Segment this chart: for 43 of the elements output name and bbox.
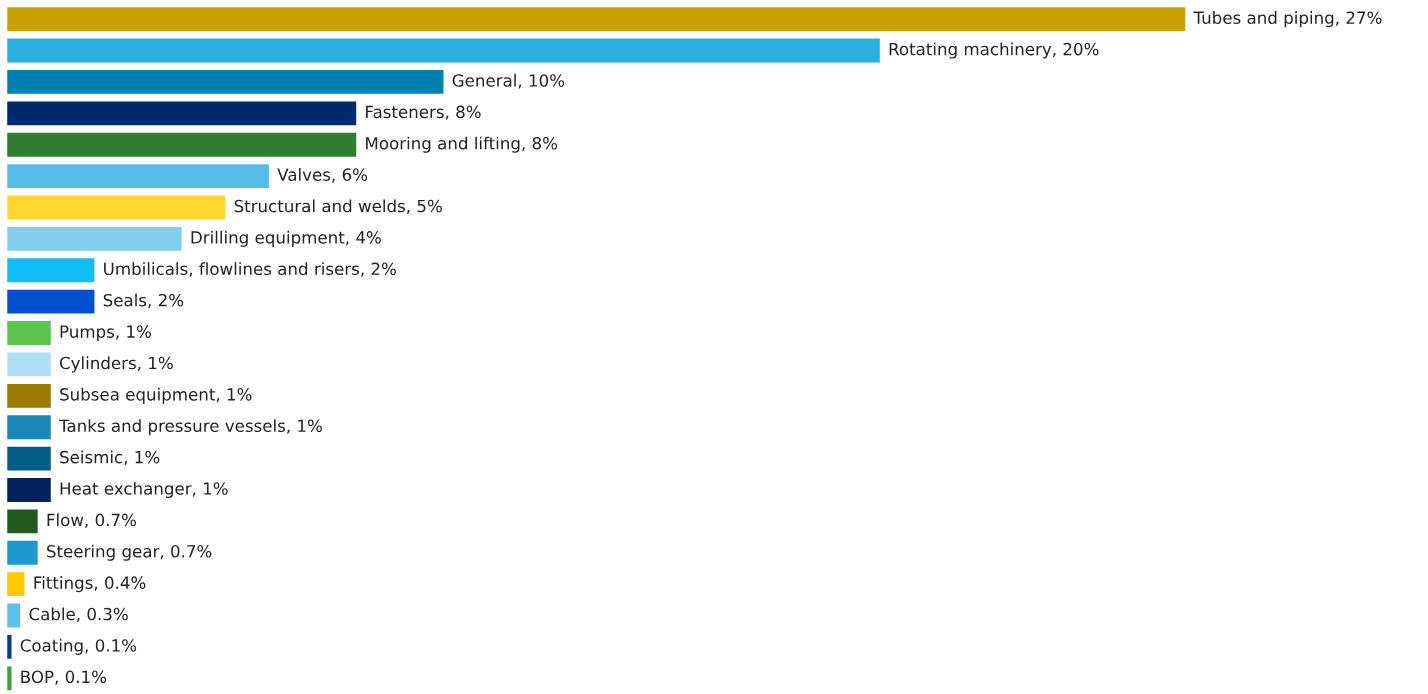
bar bbox=[7, 509, 38, 534]
data-label: Fittings, 0.4% bbox=[34, 576, 146, 593]
bar bbox=[7, 540, 38, 565]
bar bbox=[7, 446, 51, 471]
bar bbox=[7, 38, 880, 63]
bar bbox=[7, 101, 357, 126]
bar bbox=[7, 634, 12, 659]
data-label: Drilling equipment, 4% bbox=[191, 230, 381, 247]
data-label: Cable, 0.3% bbox=[29, 607, 128, 623]
data-label: Heat exchanger, 1% bbox=[60, 481, 228, 499]
data-label: Subsea equipment, 1% bbox=[60, 387, 252, 404]
bar bbox=[7, 572, 25, 597]
data-label: Steering gear, 0.7% bbox=[47, 544, 212, 561]
data-label: Seismic, 1% bbox=[60, 450, 160, 466]
data-label: Tanks and pressure vessels, 1% bbox=[58, 419, 322, 436]
bar bbox=[7, 352, 51, 377]
bar bbox=[7, 164, 269, 189]
bar bbox=[7, 258, 95, 283]
data-label: BOP, 0.1% bbox=[21, 670, 107, 685]
data-label: Pumps, 1% bbox=[60, 325, 151, 342]
bar bbox=[7, 289, 95, 314]
data-label: Flow, 0.7% bbox=[47, 513, 136, 528]
data-label: Umbilicals, flowlines and risers, 2% bbox=[104, 262, 396, 277]
data-label: General, 10% bbox=[452, 73, 565, 89]
bar bbox=[7, 70, 444, 94]
data-label: Tubes and piping, 27% bbox=[1193, 11, 1382, 28]
bar bbox=[7, 321, 51, 345]
bar bbox=[7, 195, 226, 220]
bar bbox=[7, 478, 51, 502]
data-label: Valves, 6% bbox=[277, 168, 368, 183]
bar bbox=[7, 383, 51, 408]
data-label: Mooring and lifting, 8% bbox=[366, 136, 558, 153]
data-label: Cylinders, 1% bbox=[59, 356, 173, 373]
data-label: Coating, 0.1% bbox=[20, 638, 137, 655]
bar bbox=[7, 666, 12, 691]
bar bbox=[7, 226, 182, 251]
data-label: Fasteners, 8% bbox=[366, 105, 481, 120]
bar bbox=[7, 415, 51, 440]
data-label: Rotating machinery, 20% bbox=[889, 42, 1099, 59]
data-label: Structural and welds, 5% bbox=[234, 199, 442, 215]
data-label: Seals, 2% bbox=[103, 293, 184, 309]
bar bbox=[7, 132, 357, 157]
bar bbox=[7, 7, 1186, 32]
